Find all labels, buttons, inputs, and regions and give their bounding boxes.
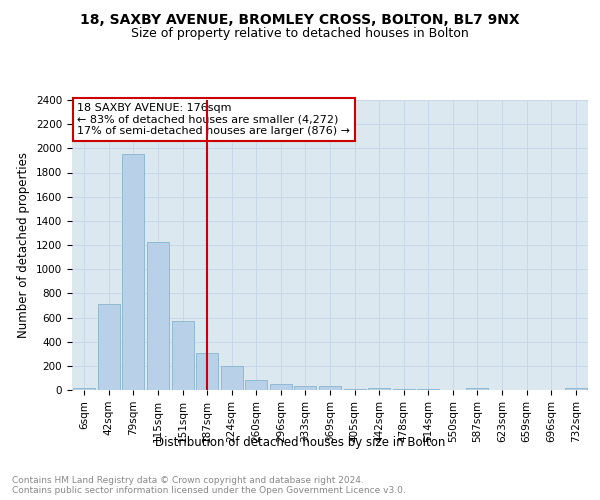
Y-axis label: Number of detached properties: Number of detached properties [17,152,31,338]
Text: 18, SAXBY AVENUE, BROMLEY CROSS, BOLTON, BL7 9NX: 18, SAXBY AVENUE, BROMLEY CROSS, BOLTON,… [80,12,520,26]
Bar [466,388,488,390]
Bar [270,384,292,390]
Bar [172,320,194,390]
Bar [245,380,268,390]
Text: 18 SAXBY AVENUE: 176sqm
← 83% of detached houses are smaller (4,272)
17% of semi: 18 SAXBY AVENUE: 176sqm ← 83% of detache… [77,103,350,136]
Bar [368,388,390,390]
Bar [147,242,169,390]
Bar [221,366,243,390]
Bar [98,304,120,390]
Bar [122,154,145,390]
Bar [295,386,316,390]
Bar [565,388,587,390]
Text: Distribution of detached houses by size in Bolton: Distribution of detached houses by size … [155,436,445,449]
Bar [319,386,341,390]
Bar [196,353,218,390]
Bar [73,388,95,390]
Text: Contains HM Land Registry data © Crown copyright and database right 2024.
Contai: Contains HM Land Registry data © Crown c… [12,476,406,495]
Text: Size of property relative to detached houses in Bolton: Size of property relative to detached ho… [131,28,469,40]
